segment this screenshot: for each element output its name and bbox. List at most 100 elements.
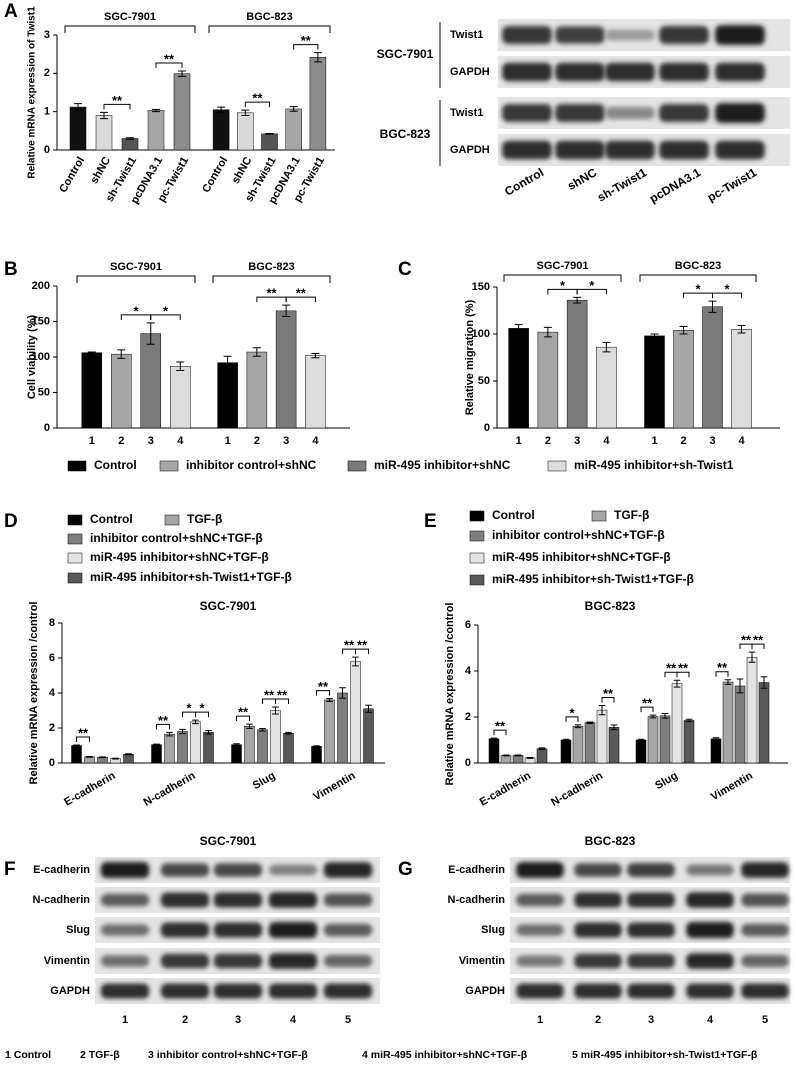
bar	[147, 110, 165, 151]
blot-band	[100, 983, 150, 999]
blot-band	[627, 953, 675, 969]
bar	[212, 109, 230, 151]
lane-key: 5 miR-495 inhibitor+sh-Twist1+TGF-β	[572, 1049, 758, 1061]
chart-title: SGC-7901	[200, 599, 257, 613]
error-bar	[748, 651, 756, 663]
significance-label: *	[560, 278, 566, 293]
y-axis-label: Relative mRNA expression /control	[28, 602, 40, 785]
significance-bracket	[676, 671, 690, 678]
error-bar	[289, 106, 298, 112]
x-tick-label: 3	[574, 435, 580, 447]
legend-swatch	[347, 460, 367, 472]
significance-bracket	[195, 711, 209, 718]
lane-label: Control	[502, 165, 546, 198]
bar	[722, 681, 734, 764]
category-label: N-cadherin	[549, 770, 605, 809]
x-tick-label: shNC	[230, 155, 255, 186]
error-bar	[538, 747, 546, 751]
blot-band	[659, 26, 709, 44]
blot-row-label: GAPDH	[50, 985, 90, 997]
legend-swatch	[469, 530, 485, 542]
group-label: BGC-823	[675, 260, 721, 272]
bar	[584, 722, 596, 764]
error-bar	[352, 656, 359, 667]
blot-band	[715, 140, 765, 160]
error-bar	[573, 296, 582, 304]
y-tick-label: 0	[49, 757, 55, 769]
blot-band	[268, 953, 318, 969]
x-tick-label: Control	[57, 155, 87, 195]
significance-label: **	[603, 686, 614, 701]
legend-swatch	[67, 572, 83, 584]
bar	[177, 731, 188, 764]
error-bar	[562, 738, 570, 742]
x-tick-label: 1	[651, 435, 657, 447]
error-bar	[126, 137, 134, 140]
error-bar	[502, 754, 510, 757]
significance-label: **	[264, 687, 275, 702]
blot-row-label: Slug	[66, 924, 90, 936]
blot-band	[213, 863, 263, 877]
lane-label: 3	[235, 1014, 241, 1026]
blot-band	[741, 955, 789, 967]
blot-band	[100, 924, 150, 936]
group-label: SGC-7901	[104, 11, 156, 23]
error-bar	[661, 713, 669, 719]
error-bar	[176, 361, 185, 371]
bar	[123, 754, 134, 764]
bar	[285, 108, 302, 151]
panel-letter: F	[4, 859, 16, 880]
error-bar	[760, 676, 768, 689]
bar	[508, 328, 529, 429]
y-tick-label: 2	[44, 67, 50, 79]
x-tick-label: 1	[225, 435, 231, 447]
group-bracket	[212, 275, 331, 283]
blot-band	[574, 953, 622, 969]
bar	[164, 733, 175, 764]
x-tick-label: 1	[89, 435, 95, 447]
significance-bracket	[76, 736, 90, 742]
bar	[488, 738, 500, 764]
blot-band	[741, 983, 789, 999]
y-tick-label: 8	[49, 617, 55, 629]
significance-label: *	[199, 701, 205, 716]
bar	[97, 756, 108, 764]
blot-band	[100, 861, 150, 879]
category-label: Vimentin	[709, 770, 755, 804]
bar	[244, 726, 255, 764]
significance-bracket	[712, 292, 742, 299]
bar	[237, 112, 254, 151]
bar	[596, 346, 617, 429]
legend-swatch	[469, 574, 485, 586]
significance-bracket	[751, 643, 765, 650]
blot-band	[213, 922, 263, 938]
error-bar	[233, 743, 240, 746]
group-label: SGC-7901	[110, 261, 162, 273]
significance-label: **	[741, 633, 752, 648]
significance-label: *	[569, 705, 575, 720]
y-tick-label: 50	[38, 386, 50, 398]
error-bar	[252, 347, 261, 357]
blot-row-label: N-cadherin	[33, 894, 91, 906]
blot-title: SGC-7901	[200, 834, 257, 848]
blot-row-label: Slug	[481, 924, 505, 936]
x-tick-label: 2	[118, 435, 124, 447]
blot-band	[160, 953, 210, 969]
significance-label: **	[266, 286, 277, 301]
bar	[81, 352, 102, 429]
bar	[140, 333, 161, 429]
y-axis-label: Relative mRNA expression of Twist1	[27, 6, 38, 179]
panel-letter: A	[4, 1, 18, 22]
blot-band	[268, 892, 318, 908]
significance-label: **	[78, 725, 89, 740]
bar	[644, 335, 665, 429]
lane-label: 1	[122, 1014, 128, 1026]
error-bar	[178, 70, 186, 77]
blot-band	[160, 983, 210, 999]
significance-label: **	[252, 91, 263, 106]
y-tick-label: 0	[465, 757, 471, 769]
blot-title: BGC-823	[585, 834, 636, 848]
x-tick-label: 4	[738, 435, 745, 447]
blot-group-label: BGC-823	[380, 127, 431, 141]
x-tick-label: Control	[200, 155, 230, 195]
